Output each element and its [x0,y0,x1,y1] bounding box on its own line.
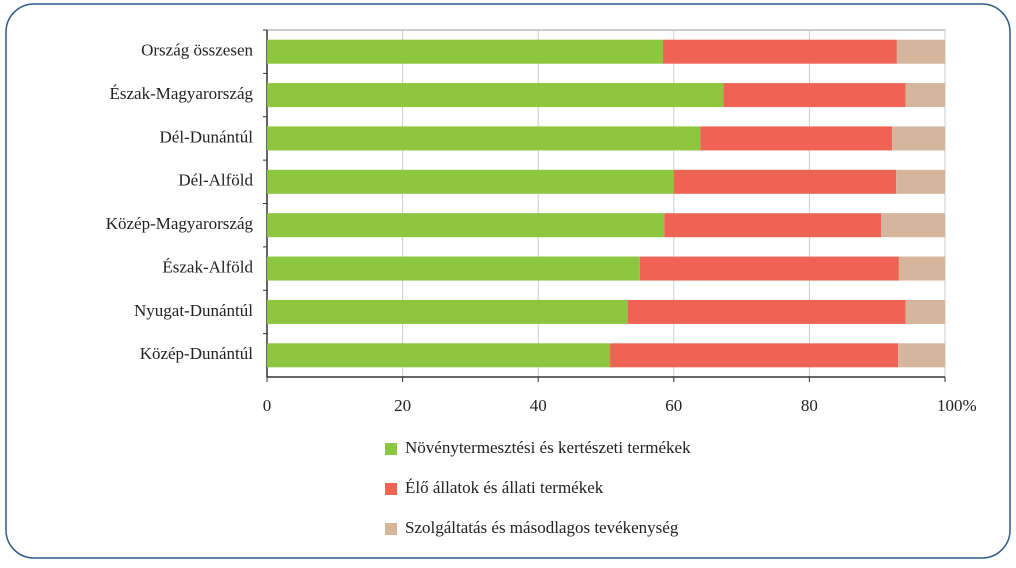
bar-segment [639,256,899,281]
x-tick-label: 100% [937,396,977,415]
y-tick-label: Észak-Alföld [162,257,253,276]
bar-segment [892,126,945,151]
bar-segment [267,169,674,194]
bar-segment [267,256,640,281]
bar-segment [673,169,897,194]
bar-segment [610,343,899,368]
x-tick-label: 80 [801,396,818,415]
bar-segment [898,256,945,281]
bar-segment [905,299,945,324]
legend-swatch [385,483,397,495]
y-tick-label: Észak-Magyarország [110,84,254,103]
bar-segment [267,83,724,108]
bar-segment [267,343,611,368]
bar-segment [627,299,906,324]
y-tick-label: Dél-Dunántúl [160,127,254,146]
legend-label: Élő állatok és állati termékek [405,478,604,497]
legend-swatch [385,443,397,455]
bar-segment [896,39,945,64]
bar-segment [267,126,701,151]
bar-segment [700,126,893,151]
y-tick-label: Ország összesen [141,41,253,60]
bar-segment [662,39,897,64]
bar-segment [664,213,882,238]
bar-segment [267,39,663,64]
y-tick-label: Nyugat-Dunántúl [134,301,253,320]
bar-segment [896,169,945,194]
bar-segment [267,299,628,324]
bar-segment [898,343,945,368]
y-tick-label: Közép-Dunántúl [140,344,254,363]
bar-segment [881,213,945,238]
bar-segment [905,83,945,108]
x-tick-label: 20 [394,396,411,415]
x-tick-label: 60 [665,396,682,415]
x-tick-label: 0 [263,396,272,415]
legend-swatch [385,523,397,535]
legend-label: Szolgáltatás és másodlagos tevékenység [405,518,679,537]
legend-label: Növénytermesztési és kertészeti termékek [405,438,691,457]
y-tick-label: Közép-Magyarország [106,214,254,233]
bar-segment [723,83,906,108]
x-tick-label: 40 [530,396,547,415]
bar-segment [267,213,665,238]
y-tick-label: Dél-Alföld [178,171,253,190]
